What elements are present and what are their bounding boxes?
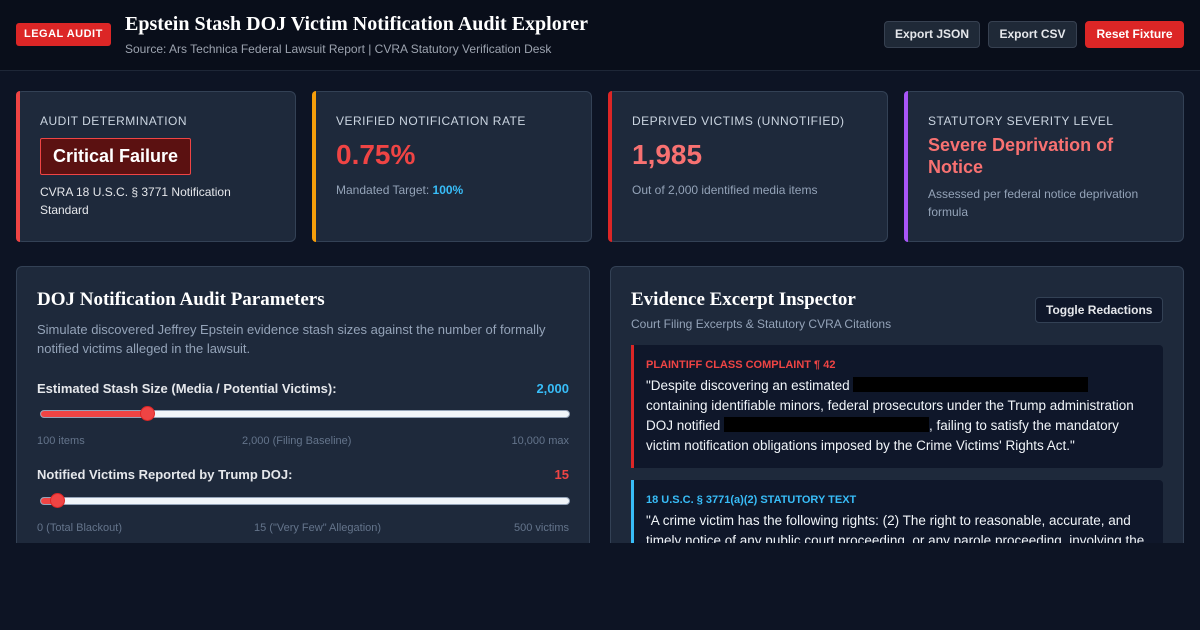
- excerpt-card: 18 U.S.C. § 3771(a)(2) STATUTORY TEXT "A…: [631, 480, 1163, 555]
- slider-fill: [41, 498, 57, 504]
- card-label: DEPRIVED VICTIMS (UNNOTIFIED): [632, 114, 845, 128]
- deprived-victims-value: 1,985: [632, 139, 703, 170]
- audit-determination-card: AUDIT DETERMINATION Critical Failure CVR…: [16, 91, 296, 242]
- stash-mid-label: 2,000 (Filing Baseline): [242, 435, 352, 447]
- page-background: [0, 543, 1200, 630]
- card-accent-bar: [312, 91, 316, 242]
- notified-victims-slider[interactable]: [40, 493, 570, 508]
- mandated-target-value: 100%: [432, 183, 464, 197]
- slider-fill: [41, 411, 147, 417]
- card-accent-bar: [16, 91, 20, 242]
- app-header: LEGAL AUDIT Epstein Stash DOJ Victim Not…: [0, 0, 1200, 71]
- card-label: VERIFIED NOTIFICATION RATE: [336, 114, 526, 128]
- slider-thumb[interactable]: [139, 406, 155, 421]
- redaction-bar: [724, 417, 930, 432]
- excerpt-text-part: , failing to satisfy the mandatory victi…: [646, 418, 1119, 453]
- stash-min-label: 100 items: [37, 435, 85, 447]
- card-accent-bar: [608, 91, 612, 242]
- redaction-bar: [853, 377, 1089, 392]
- notification-rate-value: 0.75%: [336, 139, 416, 170]
- export-json-button[interactable]: Export JSON: [884, 21, 980, 48]
- legal-audit-badge: LEGAL AUDIT: [16, 23, 111, 46]
- excerpt-accent-bar: [631, 480, 634, 555]
- excerpt-text-part: containing identifiable minors, federal …: [646, 398, 1134, 433]
- mandated-target: Mandated Target: 100%: [336, 183, 463, 197]
- reset-fixture-button[interactable]: Reset Fixture: [1085, 21, 1184, 48]
- audit-parameters-panel: DOJ Notification Audit Parameters Simula…: [16, 266, 590, 556]
- deprived-victims-card: DEPRIVED VICTIMS (UNNOTIFIED) 1,985 Out …: [608, 91, 888, 242]
- panel-title: Evidence Excerpt Inspector: [631, 289, 856, 310]
- stash-max-label: 10,000 max: [511, 435, 569, 447]
- panel-title: DOJ Notification Audit Parameters: [37, 289, 325, 310]
- excerpt-accent-bar: [631, 345, 634, 468]
- notified-victims-label: Notified Victims Reported by Trump DOJ:: [37, 467, 293, 482]
- panel-subtitle: Court Filing Excerpts & Statutory CVRA C…: [631, 317, 892, 331]
- determination-standard: CVRA 18 U.S.C. § 3771 Notification Stand…: [40, 185, 231, 217]
- deprived-victims-sub: Out of 2,000 identified media items: [632, 183, 818, 197]
- slider-thumb[interactable]: [49, 493, 65, 508]
- evidence-inspector-panel: Evidence Excerpt Inspector Court Filing …: [610, 266, 1184, 556]
- toggle-redactions-button[interactable]: Toggle Redactions: [1035, 297, 1164, 323]
- card-label: AUDIT DETERMINATION: [40, 114, 188, 128]
- notified-max-label: 500 victims: [513, 522, 569, 534]
- card-label: STATUTORY SEVERITY LEVEL: [928, 114, 1114, 128]
- panel-description: Simulate discovered Jeffrey Epstein evid…: [37, 322, 546, 356]
- severity-value: Severe Deprivation of Notice: [928, 135, 1114, 177]
- export-csv-button[interactable]: Export CSV: [988, 21, 1077, 48]
- determination-value: Critical Failure: [40, 138, 192, 175]
- stash-size-label: Estimated Stash Size (Media / Potential …: [37, 381, 337, 396]
- severity-sub: Assessed per federal notice deprivation …: [928, 187, 1139, 219]
- excerpt-text-part: "Despite discovering an estimated: [646, 378, 854, 393]
- mandated-target-label: Mandated Target:: [336, 183, 433, 197]
- excerpt-heading: 18 U.S.C. § 3771(a)(2) STATUTORY TEXT: [646, 494, 857, 506]
- notified-victims-value: 15: [554, 467, 569, 482]
- excerpt-heading: PLAINTIFF CLASS COMPLAINT ¶ 42: [646, 359, 836, 371]
- notification-rate-card: VERIFIED NOTIFICATION RATE 0.75% Mandate…: [312, 91, 592, 242]
- card-accent-bar: [904, 91, 908, 242]
- stash-size-slider[interactable]: [40, 406, 570, 421]
- page-subtitle: Source: Ars Technica Federal Lawsuit Rep…: [125, 42, 552, 56]
- notified-min-label: 0 (Total Blackout): [37, 522, 122, 534]
- excerpt-text: "Despite discovering an estimated contai…: [646, 376, 1146, 456]
- stash-size-value: 2,000: [536, 381, 569, 396]
- notified-mid-label: 15 ("Very Few" Allegation): [254, 522, 382, 534]
- excerpt-card: PLAINTIFF CLASS COMPLAINT ¶ 42 "Despite …: [631, 345, 1163, 468]
- severity-level-card: STATUTORY SEVERITY LEVEL Severe Deprivat…: [904, 91, 1184, 242]
- page-title: Epstein Stash DOJ Victim Notification Au…: [125, 13, 588, 35]
